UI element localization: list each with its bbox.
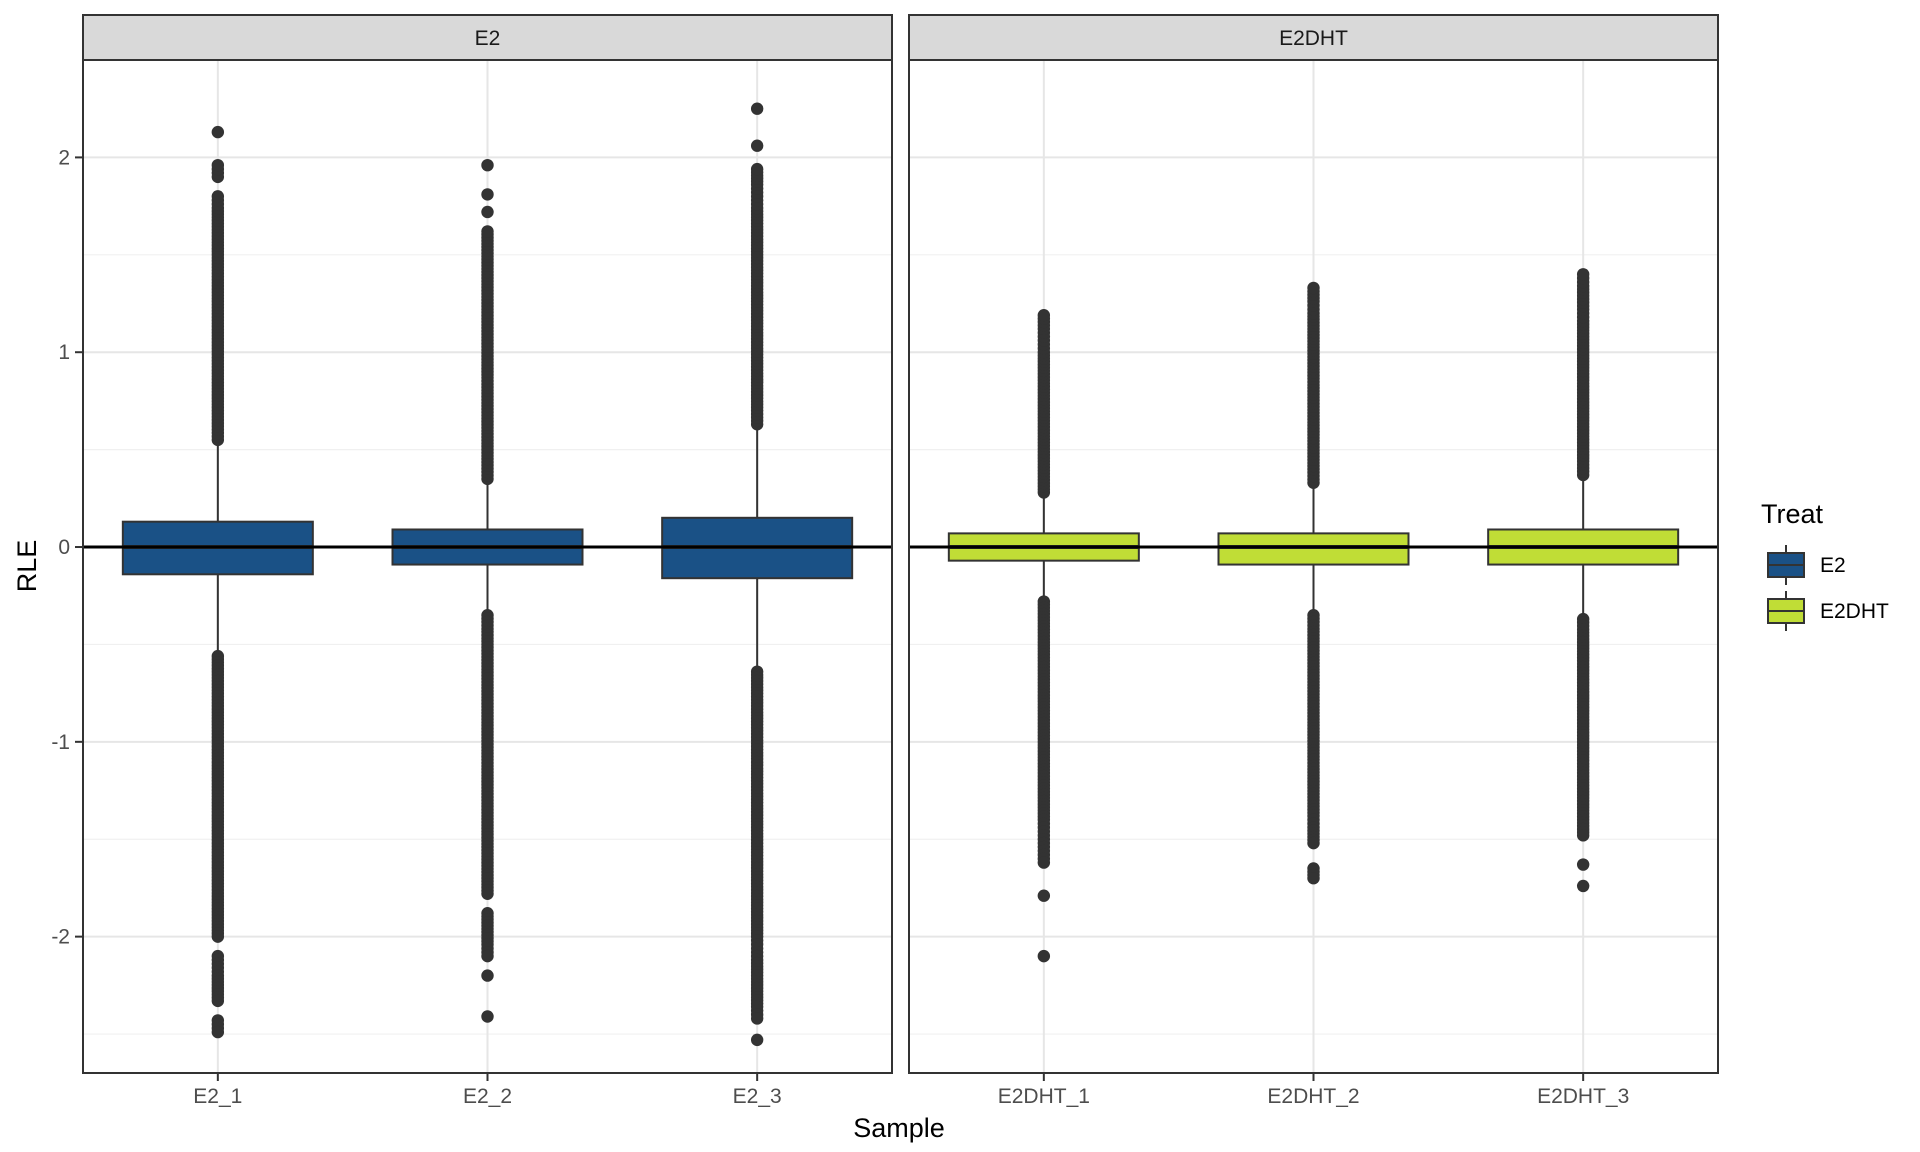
outlier-point-low bbox=[211, 994, 225, 1008]
outlier-point-low bbox=[481, 949, 494, 963]
outlier-point-low bbox=[481, 1010, 494, 1023]
strip-header bbox=[908, 14, 1719, 61]
outlier-point-low bbox=[211, 1025, 225, 1039]
panels-layer: E2_1 E2_2 E2_3 E2 E2DHT_1 E2DHT_2 E2DHT_3 E2DHT bbox=[82, 14, 1719, 1108]
box-e2dht-1: E2DHT_1 bbox=[947, 308, 1140, 1108]
strip-label: E2DHT bbox=[1279, 27, 1348, 50]
outlier-point-low bbox=[1576, 858, 1590, 871]
outlier-point-high bbox=[1037, 308, 1051, 322]
box-e2dht-2: E2DHT_2 bbox=[1217, 281, 1410, 1108]
strip-label: E2 bbox=[475, 27, 501, 50]
outlier-point-high bbox=[211, 125, 225, 139]
x-tick-label: E2_1 bbox=[193, 1085, 242, 1108]
y-tick-label: 1 bbox=[58, 341, 70, 364]
outlier-point-high bbox=[211, 158, 225, 172]
outlier-point-high bbox=[481, 188, 494, 201]
y-tick-label: 2 bbox=[58, 146, 70, 169]
legend-label: E2DHT bbox=[1820, 600, 1889, 623]
x-tick-label: E2DHT_3 bbox=[1537, 1085, 1629, 1108]
y-tick-label: -1 bbox=[51, 731, 70, 754]
x-axis-title: Sample bbox=[853, 1113, 945, 1143]
legend-title: Treat bbox=[1761, 499, 1824, 529]
legend-label: E2 bbox=[1820, 554, 1846, 577]
y-axis-title: RLE bbox=[12, 540, 42, 593]
outlier-point-low bbox=[1037, 949, 1051, 963]
outlier-point-high bbox=[481, 158, 494, 172]
legend-entry-e2dht: E2DHT bbox=[1767, 591, 1889, 631]
y-tick-label: 0 bbox=[58, 536, 70, 559]
outlier-point-high bbox=[750, 162, 764, 176]
outlier-point-high bbox=[211, 190, 225, 203]
outlier-point-low bbox=[1576, 829, 1590, 842]
x-tick-label: E2_3 bbox=[733, 1085, 782, 1108]
outlier-point-high bbox=[750, 139, 764, 152]
outlier-point-low bbox=[1307, 836, 1320, 850]
outlier-point-low bbox=[1037, 856, 1051, 869]
outlier-point-low bbox=[481, 887, 494, 900]
outlier-point-low bbox=[750, 1012, 764, 1025]
x-tick-label: E2DHT_2 bbox=[1267, 1085, 1359, 1108]
panel-e2: E2_1 E2_2 E2_3 E2 bbox=[82, 14, 893, 1108]
outlier-point-high bbox=[481, 225, 494, 238]
outlier-point-low bbox=[1037, 889, 1051, 902]
outlier-point-low bbox=[1576, 879, 1590, 893]
legend: Treat E2 E2DHT bbox=[1761, 499, 1889, 631]
legend-entry-e2: E2 bbox=[1767, 545, 1846, 585]
outlier-point-low bbox=[481, 969, 494, 982]
x-tick-label: E2DHT_1 bbox=[998, 1085, 1090, 1108]
outlier-point-high bbox=[1307, 281, 1320, 295]
box-e2dht-3: E2DHT_3 bbox=[1487, 268, 1680, 1108]
outlier-point-low bbox=[1307, 871, 1320, 885]
y-axis: -2 -1 0 1 2 bbox=[51, 146, 83, 949]
y-tick-label: -2 bbox=[51, 926, 70, 949]
outlier-point-low bbox=[211, 930, 225, 943]
x-tick-label: E2_2 bbox=[463, 1085, 512, 1108]
outlier-point-high bbox=[481, 205, 494, 219]
strip-header bbox=[82, 14, 893, 61]
panel-e2dht: E2DHT_1 E2DHT_2 E2DHT_3 E2DHT bbox=[908, 14, 1719, 1108]
outlier-point-low bbox=[750, 1033, 764, 1047]
outlier-point-high bbox=[1576, 268, 1590, 281]
outlier-point-high bbox=[750, 102, 764, 115]
